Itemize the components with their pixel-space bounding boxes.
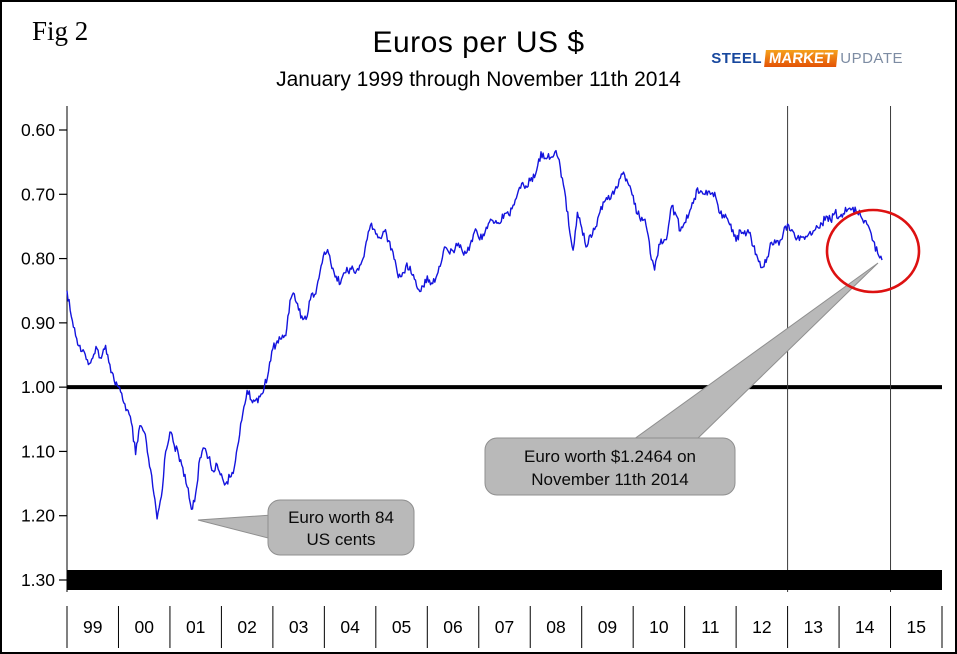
x-tick-label: 04 (340, 617, 360, 637)
callout-tail-84-cents (197, 514, 273, 540)
steel-market-update-logo: STEEL MARKET UPDATE (711, 50, 903, 67)
bottom-axis-bar (67, 570, 942, 590)
logo-steel-text: STEEL (711, 50, 763, 67)
x-tick-label: 08 (546, 617, 565, 637)
x-tick-label: 12 (752, 617, 771, 637)
callout-text-line: November 11th 2014 (531, 470, 689, 489)
x-tick-label: 13 (804, 617, 823, 637)
y-tick-label: 1.10 (21, 441, 55, 461)
chart-title: Euros per US $ (372, 26, 585, 59)
x-tick-label: 02 (237, 617, 256, 637)
chart-subtitle: January 1999 through November 11th 2014 (276, 68, 681, 91)
y-tick-label: 0.80 (21, 249, 55, 269)
callout-tail-nov-2014 (628, 262, 879, 443)
x-tick-label: 14 (855, 617, 875, 637)
x-tick-label: 11 (701, 617, 719, 637)
callout-box-84-cents (267, 499, 415, 556)
x-tick-label: 00 (134, 617, 154, 637)
x-tick-label: 03 (289, 617, 308, 637)
highlight-circle (825, 208, 921, 294)
y-tick-label: 1.00 (21, 377, 55, 397)
callout-text-line: Euro worth 84 (288, 508, 394, 527)
axes-layer: 0.60 0.70 0.80 0.90 1.00 1.10 1.20 1.30 99 00 01 02… (21, 106, 943, 648)
figure-number-label: Fig 2 (32, 16, 89, 46)
x-tick-label: 06 (443, 617, 462, 637)
callout-box-nov-2014 (484, 437, 736, 496)
x-tick-label: 99 (83, 617, 102, 637)
x-tick-label: 10 (649, 617, 669, 637)
x-tick-label: 15 (907, 617, 926, 637)
y-tick-label: 1.30 (21, 570, 55, 590)
x-tick-label: 09 (598, 617, 617, 637)
x-tick-label: 01 (186, 617, 205, 637)
callout-text-line: Euro worth $1.2464 on (524, 447, 696, 466)
x-tick-label: 05 (392, 617, 411, 637)
x-tick-label: 07 (495, 617, 514, 637)
y-tick-label: 1.20 (21, 506, 55, 526)
y-tick-label: 0.70 (21, 184, 55, 204)
exchange-rate-line (66, 149, 883, 520)
series-layer (66, 149, 883, 520)
y-tick-label: 0.60 (21, 120, 55, 140)
callout-text-line: US cents (307, 530, 376, 549)
annotation-layer: Euro worth 84 US cents Euro worth $1.246… (197, 208, 921, 556)
logo-update-text: UPDATE (840, 50, 903, 67)
y-tick-label: 0.90 (21, 313, 55, 333)
